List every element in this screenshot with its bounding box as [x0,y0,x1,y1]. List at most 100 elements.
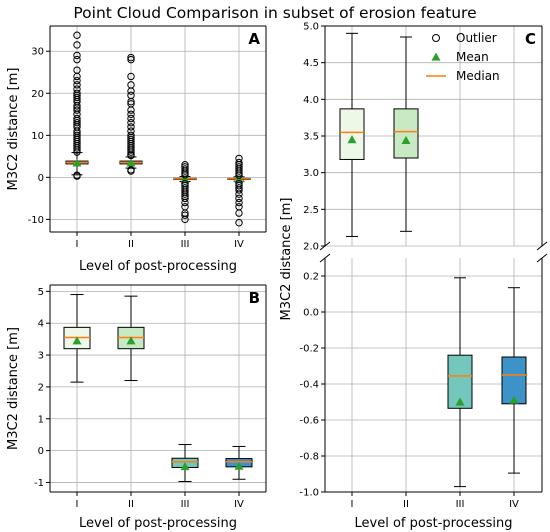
outlier-point [235,163,243,171]
x-tick-label: I [76,499,79,510]
x-axis-label: Level of post-processing [79,516,237,531]
mean-marker [72,336,82,345]
y-tick-label: 30 [31,47,44,58]
outlier-point [73,41,81,49]
outlier-point [73,114,81,123]
outlier-point [73,81,81,89]
outlier-point [235,158,243,167]
outlier-point [73,55,81,64]
panel-letter: A [248,30,260,48]
y-tick-label: 3.0 [303,168,319,179]
outlier-point [235,190,243,198]
outlier-point [73,85,81,93]
outlier-point [127,167,135,175]
y-tick-label: 3 [38,351,44,362]
legend-label: Median [456,69,500,83]
mean-marker [509,395,519,404]
y-tick-label: 0.2 [303,272,319,283]
mean-marker [72,158,82,167]
y-tick-label: 2 [38,382,44,393]
outlier-point [181,211,189,219]
y-tick-label: -0.6 [299,416,319,427]
y-tick-label: 0.0 [303,308,319,319]
legend-label: Mean [456,50,489,64]
y-tick-label: 1 [38,414,44,425]
x-tick-label: IV [509,499,519,510]
outlier-point [127,118,135,127]
outlier-point [127,110,135,118]
x-tick-label: III [181,499,190,510]
outlier-point [235,186,243,194]
outlier-point [235,219,243,227]
x-axis-label: Level of post-processing [355,516,513,531]
outlier-point [127,81,135,89]
legend-label: Outlier [456,31,497,45]
outlier-point [73,106,81,114]
y-tick-label: 10 [31,131,44,142]
outlier-point [127,53,135,62]
panel-letter: B [249,289,260,307]
outlier-point [73,31,81,39]
y-tick-label: -0.4 [299,380,319,391]
y-tick-label: -10 [28,215,44,226]
y-tick-label: 4.5 [303,58,319,69]
mean-marker [180,462,190,471]
outlier-point [127,100,135,108]
outlier-point [181,163,189,171]
y-tick-label: -1.0 [299,488,319,499]
mean-marker [126,158,136,167]
outlier-point [127,91,135,100]
y-tick-label: 3.5 [303,132,319,143]
y-tick-label: 0 [38,173,44,184]
outlier-point [127,123,135,131]
x-tick-label: IV [234,499,244,510]
outlier-point [235,198,243,207]
legend: Outlier Mean Median [426,31,500,83]
y-axis-label: M3C2 distance [m] [6,327,21,450]
x-tick-label: I [76,239,79,250]
mean-marker [347,135,357,144]
outlier-point [235,209,243,217]
mean-marker [126,336,136,345]
outlier-point [127,114,135,123]
y-tick-label: -0.8 [299,452,319,463]
mean-marker [401,135,411,144]
outlier-point [235,182,243,190]
outlier-point [235,154,243,163]
y-tick-label: 5.0 [303,22,319,33]
outlier-point [127,55,135,64]
x-tick-label: IV [234,239,244,250]
outlier-point [181,165,189,173]
outlier-point [73,66,81,74]
mean-marker [234,461,244,470]
y-axis-label: M3C2 distance [m] [6,68,21,191]
outlier-point [181,161,189,169]
y-tick-label: 5 [38,287,44,298]
x-tick-label: III [181,239,190,250]
panel-letter: C [525,30,536,48]
panel-c: 2.0 2.5 3.0 3.5 4.0 4.5 5.0 -1.0 -0.8 -0.6 -0.4 -0.… [279,22,548,531]
figure-title: Point Cloud Comparison in subset of eros… [73,4,476,22]
axis-break-mark [319,241,331,251]
outlier-point [127,135,135,144]
y-tick-label: -0.2 [299,344,319,355]
axis-break-mark [319,253,331,263]
outlier-point [235,194,243,203]
outlier-point [127,131,135,140]
x-tick-label: III [456,499,465,510]
x-axis-label: Level of post-processing [79,259,237,274]
outlier-point [181,190,189,198]
outlier-point [73,171,81,179]
outlier-point [73,93,81,102]
axis-break-mark [536,241,548,251]
outlier-point [127,127,135,135]
legend-marker-outlier [432,34,440,42]
y-tick-label: 2.0 [303,242,319,253]
outlier-point [73,118,81,127]
outlier-point [127,72,135,81]
outlier-point [73,76,81,85]
box [339,108,365,160]
y-axis-label: M3C2 distance [m] [279,198,294,321]
outlier-point [181,194,189,203]
